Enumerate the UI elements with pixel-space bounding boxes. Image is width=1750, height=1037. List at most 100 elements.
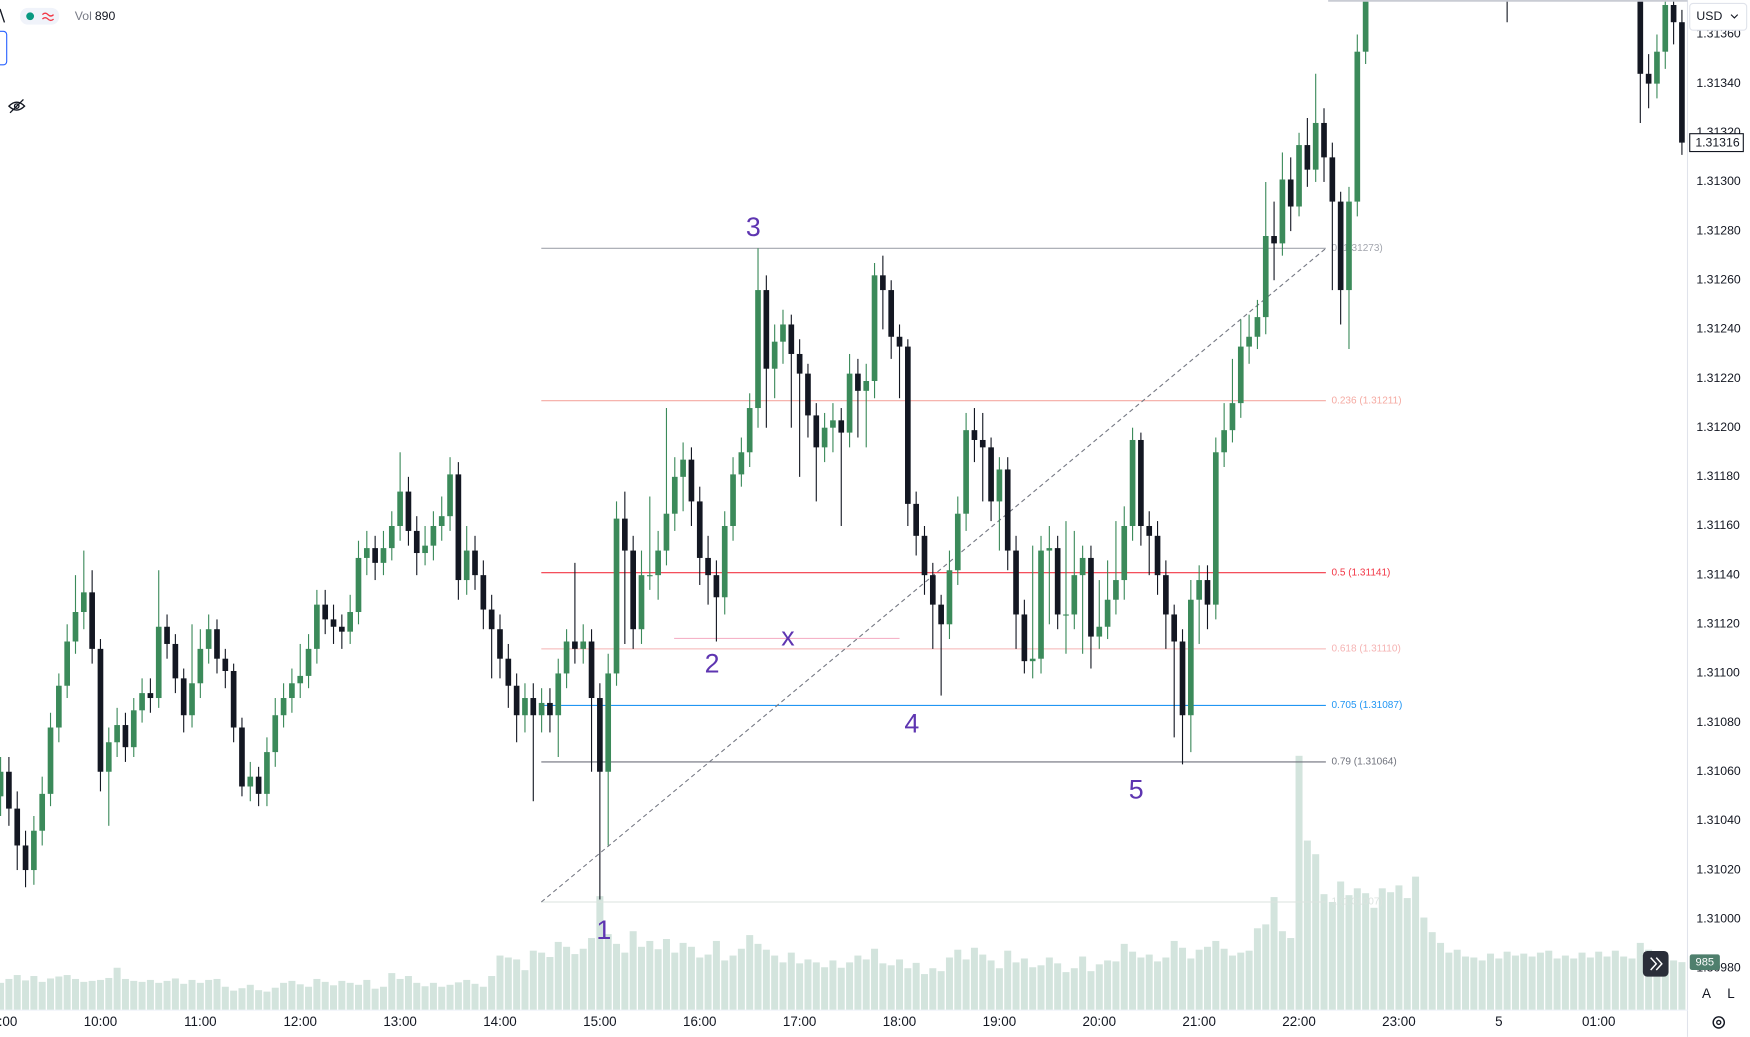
volume-bar <box>80 981 88 1011</box>
volume-bar <box>1337 881 1345 1011</box>
candle-body <box>264 752 270 794</box>
candle-body <box>1054 548 1061 615</box>
volume-bar <box>1536 952 1544 1011</box>
volume-bar <box>221 986 229 1011</box>
settings-icon[interactable] <box>1712 1016 1726 1029</box>
volume-bar <box>271 987 279 1011</box>
volume-bar <box>704 954 712 1011</box>
volume-bar <box>662 938 670 1011</box>
candle-body <box>796 353 803 374</box>
candle-body <box>1354 51 1361 202</box>
candle-body <box>996 469 1003 502</box>
scale-button-log[interactable]: L <box>1727 986 1734 1001</box>
volume-bar <box>404 976 412 1011</box>
volume-bar <box>47 978 55 1011</box>
candle-body <box>1154 535 1161 576</box>
fib-label: 0.5 (1.31141) <box>1331 567 1390 578</box>
volume-bar <box>1603 956 1611 1011</box>
volume-bar <box>1412 876 1420 1011</box>
candle-body <box>622 518 628 551</box>
candle-body <box>1071 575 1078 615</box>
x-tick-label: 19:00 <box>983 1014 1016 1029</box>
wave-label: 1 <box>596 915 611 945</box>
volume-bar <box>1195 949 1203 1011</box>
volume-bar <box>513 959 521 1011</box>
cut-icon <box>0 8 6 23</box>
volume-bar <box>96 979 104 1011</box>
volume-bar <box>155 982 163 1011</box>
candle-body <box>230 670 237 728</box>
candle-body <box>1096 626 1103 637</box>
candle-body <box>946 570 953 625</box>
volume-bar <box>1403 898 1411 1011</box>
candle-body <box>888 290 895 337</box>
volume-bar <box>1287 938 1295 1011</box>
volume-bar <box>829 960 837 1011</box>
volume-bar <box>1179 947 1187 1011</box>
volume-bar <box>679 942 687 1011</box>
candle-body <box>713 575 720 598</box>
currency-box[interactable] <box>1689 2 1748 31</box>
candle-body <box>1670 4 1677 23</box>
candle-body <box>921 535 928 576</box>
fib-label: 0.705 (1.31087) <box>1331 700 1402 711</box>
candle-body <box>80 592 87 613</box>
candle-body <box>47 727 54 794</box>
volume-bar <box>1228 955 1236 1011</box>
wave-label: 3 <box>746 212 761 242</box>
candle-body <box>1362 0 1369 52</box>
input-box[interactable] <box>0 30 8 66</box>
volume-bar <box>305 986 313 1011</box>
volume-bar <box>604 934 612 1011</box>
candle-body <box>563 641 570 674</box>
volume-bar <box>563 946 571 1011</box>
status-pill[interactable] <box>20 7 60 25</box>
volume-bar <box>1470 957 1478 1011</box>
volume-bar <box>1395 885 1403 1011</box>
volume-bar <box>629 931 637 1011</box>
scroll-button[interactable] <box>1642 950 1669 977</box>
legend-value: 890 <box>95 9 116 23</box>
candle-body <box>1346 201 1352 291</box>
volume-bar <box>363 979 371 1011</box>
volume-bar <box>1029 967 1037 1011</box>
volume-bar <box>1037 965 1045 1011</box>
candle-body <box>1637 0 1644 74</box>
volume-bar <box>1079 956 1087 1011</box>
candle-body <box>1304 145 1311 170</box>
candle-body <box>880 275 886 291</box>
candle-body <box>580 641 587 649</box>
y-tick-label: 1.31240 <box>1696 322 1741 336</box>
candle-body <box>147 693 154 699</box>
y-tick-label: 1.31120 <box>1696 617 1740 631</box>
volume-bar <box>180 983 188 1011</box>
volume-bar <box>621 952 629 1011</box>
currency-dropdown[interactable]: USD <box>1689 2 1748 31</box>
volume-bar <box>1595 951 1603 1011</box>
candle-body <box>239 727 245 787</box>
scale-button-auto[interactable]: A <box>1702 986 1711 1001</box>
candle-body <box>805 373 811 416</box>
candle-body <box>1262 236 1269 318</box>
volume-bar <box>396 978 404 1011</box>
volume-bar <box>1353 888 1361 1011</box>
volume-bar <box>13 975 21 1011</box>
volume-bar <box>1645 949 1653 1011</box>
hide-icon[interactable] <box>7 98 26 114</box>
candle-body <box>821 427 828 448</box>
volume-bar <box>1636 942 1644 1011</box>
volume-bar <box>1253 928 1261 1011</box>
candle-body <box>954 513 961 571</box>
y-tick-label: 1.31180 <box>1696 469 1740 483</box>
volume-bar <box>721 960 729 1011</box>
candle-body <box>938 604 944 625</box>
y-tick-label: 1.31220 <box>1696 371 1741 385</box>
candle-body <box>929 575 936 605</box>
wave-label: 5 <box>1129 774 1144 804</box>
volume-bar <box>1104 960 1112 1011</box>
volume-bar <box>521 970 529 1011</box>
volume-bar <box>979 954 987 1011</box>
volume-bar <box>995 968 1003 1011</box>
candle-body <box>197 648 204 684</box>
